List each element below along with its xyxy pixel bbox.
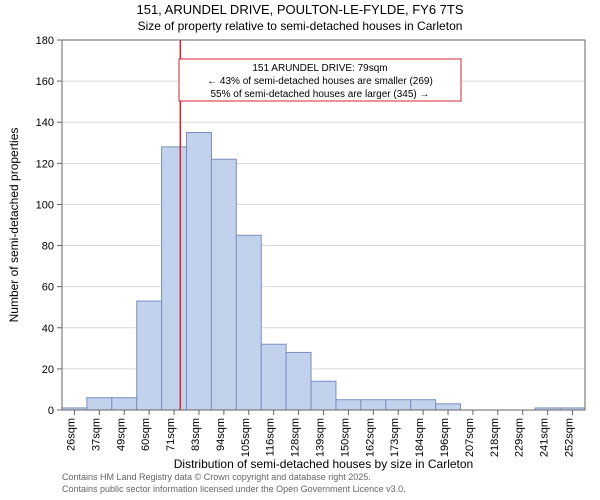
x-tick-label: 229sqm [514,418,526,457]
x-tick-label: 83sqm [190,418,202,451]
histogram-bar [87,398,112,410]
y-tick-label: 160 [36,76,54,88]
x-tick-label: 37sqm [90,418,102,451]
x-tick-label: 207sqm [464,418,476,457]
footer-text: Contains HM Land Registry data © Crown c… [62,472,371,482]
y-tick-label: 80 [42,241,54,253]
y-tick-label: 20 [42,364,54,376]
x-tick-label: 94sqm [215,418,227,451]
annotation-line: 151 ARUNDEL DRIVE: 79sqm [252,63,387,74]
histogram-bar [336,400,361,410]
y-tick-label: 140 [36,117,54,129]
histogram-bar [411,400,436,410]
x-tick-label: 196sqm [439,418,451,457]
x-axis-label: Distribution of semi-detached houses by … [174,457,473,471]
chart-title: 151, ARUNDEL DRIVE, POULTON-LE-FYLDE, FY… [136,2,463,17]
x-tick-label: 241sqm [539,418,551,457]
histogram-bar [286,352,311,410]
x-tick-label: 139sqm [315,418,327,457]
y-tick-label: 120 [36,158,54,170]
y-tick-label: 40 [42,323,54,335]
x-tick-label: 71sqm [165,418,177,451]
x-tick-label: 150sqm [339,418,351,457]
histogram-bar [436,404,461,410]
histogram-bar [187,133,212,411]
x-tick-label: 60sqm [140,418,152,451]
histogram-bar [137,301,162,410]
histogram-bar [361,400,386,410]
chart-subtitle: Size of property relative to semi-detach… [138,19,463,33]
histogram-bar [386,400,411,410]
histogram-bar [162,147,187,410]
histogram-bar [236,235,261,410]
y-tick-label: 100 [36,199,54,211]
x-tick-label: 184sqm [414,418,426,457]
histogram-chart: 151, ARUNDEL DRIVE, POULTON-LE-FYLDE, FY… [0,0,600,500]
histogram-bar [112,398,137,410]
x-tick-label: 105sqm [240,418,252,457]
histogram-bar [261,344,286,410]
annotation-line: ← 43% of semi-detached houses are smalle… [207,76,433,87]
x-tick-label: 162sqm [364,418,376,457]
x-tick-label: 116sqm [265,418,277,456]
y-tick-label: 180 [36,35,54,47]
x-tick-label: 218sqm [489,418,501,457]
footer-text: Contains public sector information licen… [62,484,406,494]
histogram-bar [311,381,336,410]
x-tick-label: 49sqm [115,418,127,451]
annotation-line: 55% of semi-detached houses are larger (… [210,89,429,100]
histogram-bar [211,159,236,410]
x-tick-label: 128sqm [290,418,302,457]
chart-container: 151, ARUNDEL DRIVE, POULTON-LE-FYLDE, FY… [0,0,600,500]
y-axis-label: Number of semi-detached properties [7,128,21,323]
x-tick-label: 173sqm [389,418,401,457]
x-tick-label: 26sqm [65,418,77,451]
y-tick-label: 60 [42,282,54,294]
x-tick-label: 252sqm [564,418,576,457]
y-tick-label: 0 [48,405,54,417]
